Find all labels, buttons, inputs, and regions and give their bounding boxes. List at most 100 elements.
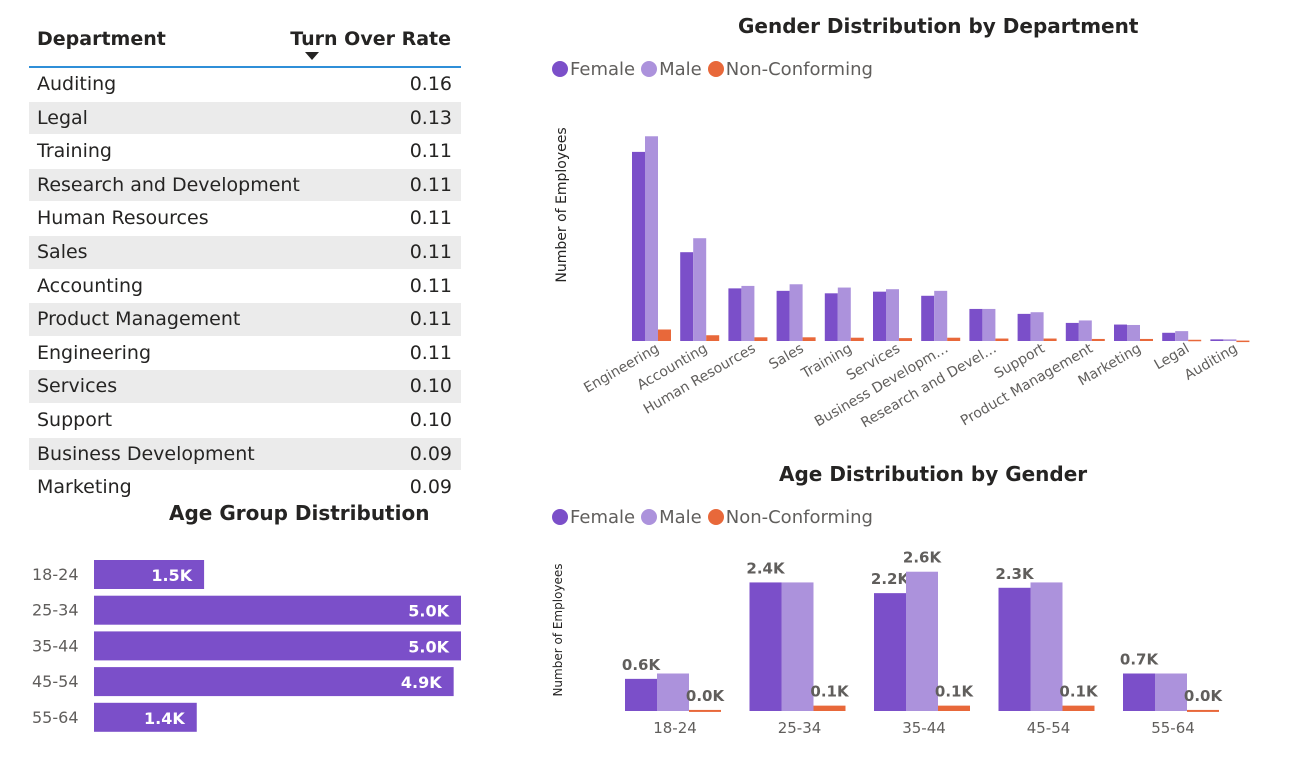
- data-label: 2.3K: [995, 565, 1035, 583]
- turnover-rate-cell: 0.11: [409, 308, 452, 331]
- table-row[interactable]: Training 0.11: [29, 135, 461, 169]
- bar-female-1[interactable]: [680, 252, 694, 341]
- legend-item-male[interactable]: Male: [641, 59, 702, 80]
- bar-female-11[interactable]: [1162, 332, 1176, 341]
- data-label: 5.0K: [408, 602, 449, 621]
- bar-non-conforming-0[interactable]: [658, 329, 671, 341]
- bar-female-9[interactable]: [1065, 322, 1079, 341]
- bar-female-6[interactable]: [921, 295, 935, 341]
- bar-male-3[interactable]: [789, 284, 803, 341]
- bar-male-9[interactable]: [1078, 320, 1092, 341]
- bar-female-2[interactable]: [728, 288, 742, 341]
- x-tick-label: 35-44: [902, 719, 946, 737]
- bar-non-conforming-8[interactable]: [1043, 338, 1057, 341]
- bar-female-4[interactable]: [1123, 673, 1155, 712]
- bar-female-4[interactable]: [824, 293, 838, 341]
- bar-male-7[interactable]: [982, 308, 996, 341]
- bar-female-7[interactable]: [969, 308, 983, 341]
- legend-marker: [707, 61, 724, 77]
- bar-non-conforming-1[interactable]: [706, 335, 720, 341]
- legend-marker: [552, 509, 568, 525]
- department-column-header[interactable]: Department: [37, 28, 166, 50]
- bar-non-conforming-1[interactable]: [813, 705, 846, 711]
- bar-female-0[interactable]: [632, 151, 645, 341]
- table-row[interactable]: Human Resources 0.11: [29, 202, 461, 236]
- bar-female-1[interactable]: [749, 582, 782, 711]
- legend-item-non-conforming[interactable]: Non-Conforming: [707, 59, 873, 80]
- table-row[interactable]: Accounting 0.11: [29, 269, 461, 304]
- bar-female-0[interactable]: [625, 678, 657, 711]
- bar-male-4[interactable]: [837, 287, 851, 341]
- department-cell: Marketing: [37, 476, 132, 499]
- bar-non-conforming-5[interactable]: [899, 338, 912, 341]
- table-row[interactable]: Auditing 0.16: [29, 68, 461, 102]
- data-label: 1.4K: [144, 709, 185, 728]
- bar-female-5[interactable]: [873, 291, 886, 341]
- bar-non-conforming-2[interactable]: [938, 705, 970, 711]
- age-group-bar-4[interactable]: [94, 702, 197, 732]
- table-row[interactable]: Services 0.10: [29, 370, 461, 404]
- age-gender-legend: Female Male Non-Conforming: [552, 507, 879, 528]
- department-cell: Business Development: [37, 442, 255, 465]
- table-row[interactable]: Support 0.10: [29, 403, 461, 438]
- turnover-rate-cell: 0.10: [409, 375, 452, 398]
- bar-non-conforming-10[interactable]: [1140, 338, 1153, 341]
- turnover-rate-cell: 0.11: [409, 240, 452, 263]
- bar-non-conforming-3[interactable]: [1062, 705, 1095, 711]
- bar-non-conforming-9[interactable]: [1091, 338, 1105, 341]
- bar-male-2[interactable]: [906, 571, 938, 711]
- bar-non-conforming-4[interactable]: [850, 337, 864, 341]
- bar-male-3[interactable]: [1030, 582, 1063, 711]
- bar-male-10[interactable]: [1127, 324, 1140, 341]
- turnover-rate-cell: 0.11: [409, 140, 452, 163]
- bar-female-3[interactable]: [998, 587, 1031, 711]
- bar-male-12[interactable]: [1223, 339, 1237, 341]
- bar-non-conforming-4[interactable]: [1187, 709, 1219, 712]
- bar-female-3[interactable]: [776, 290, 790, 341]
- age-group-bar-0[interactable]: [94, 560, 205, 589]
- legend-marker: [641, 61, 658, 77]
- table-row[interactable]: Business Development 0.09: [29, 437, 461, 472]
- bar-male-8[interactable]: [1030, 312, 1044, 341]
- legend-item-female[interactable]: Female: [552, 507, 635, 528]
- bar-male-0[interactable]: [645, 136, 658, 341]
- turnover-rate-cell: 0.11: [409, 173, 452, 196]
- bar-female-10[interactable]: [1114, 324, 1127, 341]
- legend-item-female[interactable]: Female: [552, 59, 635, 80]
- table-row[interactable]: Legal 0.13: [29, 101, 461, 136]
- legend-item-non-conforming[interactable]: Non-Conforming: [707, 507, 873, 528]
- data-label: 0.7K: [1120, 651, 1160, 669]
- table-row[interactable]: Engineering 0.11: [29, 336, 461, 371]
- bar-non-conforming-7[interactable]: [995, 338, 1009, 341]
- turnover-rate-column-header[interactable]: Turn Over Rate: [290, 28, 451, 50]
- table-row[interactable]: Product Management 0.11: [29, 303, 461, 337]
- bar-male-0[interactable]: [657, 673, 689, 712]
- legend-marker: [641, 509, 658, 525]
- table-row[interactable]: Sales 0.11: [29, 235, 461, 270]
- table-row[interactable]: Marketing 0.09: [29, 471, 461, 505]
- bar-male-11[interactable]: [1175, 331, 1189, 341]
- age-group-bar-3[interactable]: [94, 667, 454, 697]
- y-tick-label: 55-64: [32, 708, 79, 727]
- bar-male-1[interactable]: [693, 238, 707, 341]
- bar-male-6[interactable]: [934, 290, 948, 341]
- age-group-bar-1[interactable]: [94, 595, 461, 625]
- bar-male-5[interactable]: [886, 289, 899, 341]
- bar-non-conforming-6[interactable]: [947, 337, 961, 341]
- bar-female-12[interactable]: [1210, 339, 1224, 341]
- bar-non-conforming-12[interactable]: [1236, 340, 1250, 343]
- bar-male-1[interactable]: [781, 582, 814, 711]
- bar-male-4[interactable]: [1155, 673, 1187, 712]
- bar-male-2[interactable]: [741, 285, 755, 341]
- bar-non-conforming-2[interactable]: [754, 337, 768, 341]
- bar-female-8[interactable]: [1017, 313, 1031, 341]
- age-group-bar-2[interactable]: [94, 631, 461, 661]
- bar-non-conforming-11[interactable]: [1188, 339, 1202, 342]
- bar-female-2[interactable]: [874, 593, 906, 711]
- data-label: 0.0K: [1184, 687, 1224, 705]
- legend-item-male[interactable]: Male: [641, 507, 702, 528]
- table-row[interactable]: Research and Development 0.11: [29, 168, 461, 203]
- bar-non-conforming-0[interactable]: [689, 709, 721, 712]
- department-cell: Auditing: [37, 73, 117, 95]
- bar-non-conforming-3[interactable]: [802, 337, 816, 341]
